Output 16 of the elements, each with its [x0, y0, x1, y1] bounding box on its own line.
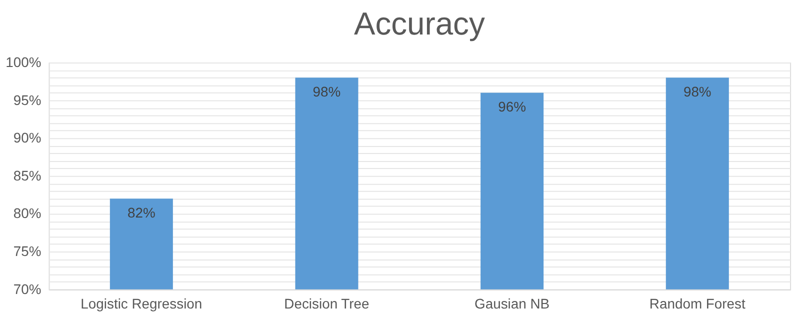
data-label: 96% — [498, 98, 526, 115]
data-label: 98% — [683, 84, 712, 100]
y-tick-label: 90% — [13, 130, 42, 146]
y-tick-label: 70% — [13, 280, 42, 297]
x-tick-label: Logistic Regression — [80, 296, 202, 312]
x-tick-label: Gausian NB — [474, 296, 550, 312]
x-tick-label: Random Forest — [649, 296, 746, 312]
y-tick-label: 95% — [13, 92, 42, 108]
y-tick-label: 75% — [13, 243, 42, 260]
y-tick-label: 80% — [13, 205, 42, 222]
y-tick-label: 100% — [6, 54, 42, 70]
y-tick-label: 85% — [13, 167, 42, 184]
x-tick-label: Decision Tree — [284, 296, 370, 312]
data-label: 82% — [127, 204, 156, 221]
chart-title: Accuracy — [354, 6, 485, 42]
data-label: 98% — [312, 84, 341, 100]
